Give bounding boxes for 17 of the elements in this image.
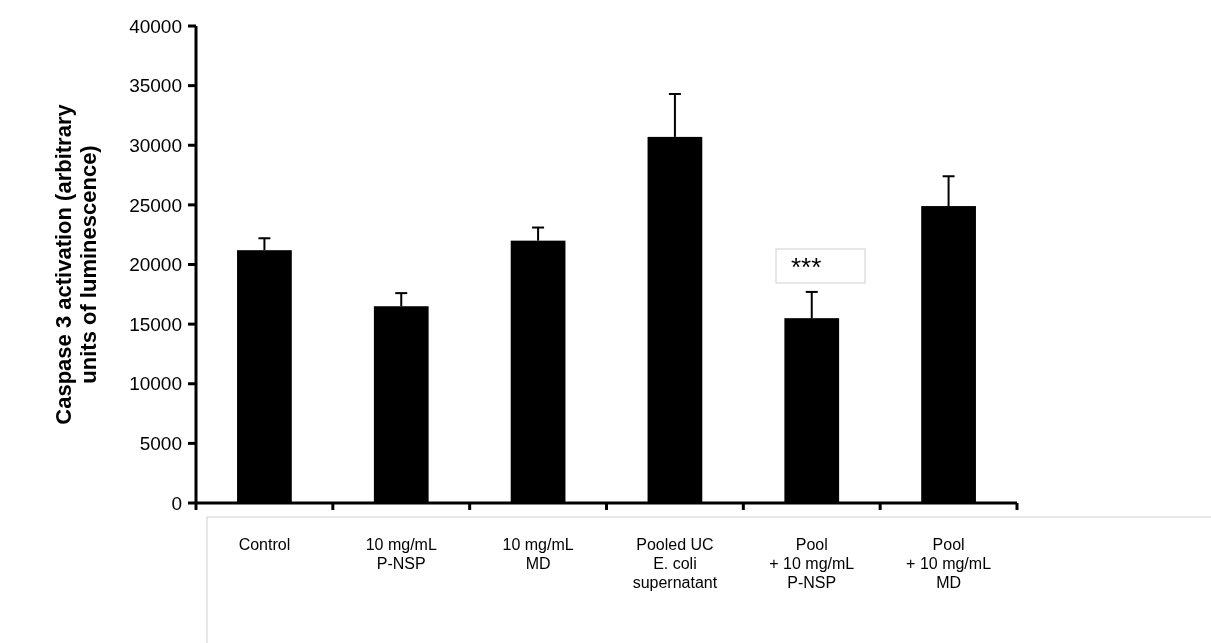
- y-tick-label: 15000: [129, 313, 182, 335]
- x-tick-label: 10 mg/mL MD: [502, 535, 574, 572]
- annotation: ***: [791, 252, 822, 282]
- y-tick-label: 5000: [139, 433, 182, 455]
- y-tick-label: 20000: [129, 254, 182, 276]
- x-tick-label: 10 mg/mL P-NSP: [365, 535, 437, 572]
- y-tick-label: 25000: [129, 194, 182, 216]
- y-tick-label: 35000: [129, 75, 182, 97]
- x-tick-label: Pooled UC E. coli supernatant: [632, 535, 718, 592]
- x-tick-label: Pool + 10 mg/mL P-NSP: [769, 535, 855, 592]
- y-tick-label: 40000: [129, 15, 182, 37]
- y-axis-title: Caspase 3 activation (arbitrary units of luminescence): [51, 103, 102, 425]
- y-tick-label: 10000: [129, 373, 182, 395]
- y-tick-label: 30000: [129, 134, 182, 156]
- y-tick-label: 0: [171, 492, 182, 514]
- x-tick-label: Control: [238, 535, 291, 553]
- x-tick-label: Pool + 10 mg/mL MD: [906, 535, 992, 592]
